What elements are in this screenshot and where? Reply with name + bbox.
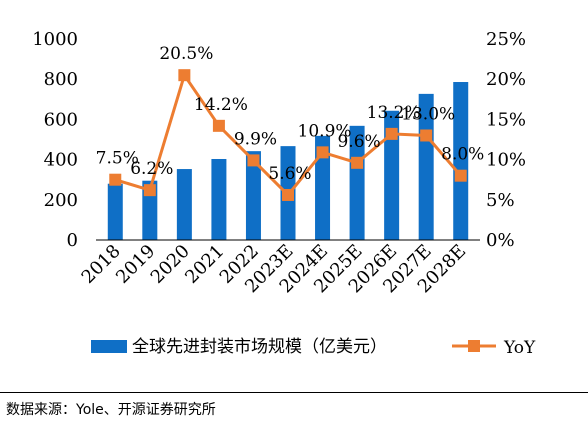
- bar: [384, 110, 400, 240]
- bar: [211, 158, 227, 240]
- right-axis-tick-label: 15%: [486, 109, 526, 130]
- yoy-data-label: 20.5%: [159, 44, 213, 64]
- yoy-marker: [385, 127, 398, 140]
- left-axis-tick-label: 800: [44, 69, 78, 90]
- bar: [315, 135, 331, 240]
- left-axis-tick-label: 200: [44, 190, 78, 211]
- yoy-data-label: 6.2%: [130, 159, 173, 179]
- yoy-marker: [351, 156, 364, 169]
- right-axis-tick-label: 10%: [486, 150, 526, 171]
- line-series: [109, 69, 467, 201]
- source-note: 数据来源：Yole、开源证券研究所: [6, 402, 216, 418]
- yoy-data-label: 14.2%: [194, 95, 248, 115]
- left-axis-tick-label: 600: [44, 109, 78, 130]
- chart: 0 200 400 600 800 1000 0% 5% 10% 15% 20% 25% 7.5%6…: [32, 29, 536, 358]
- left-axis-tick-label: 0: [67, 230, 78, 251]
- x-axis-tick-label: 2019: [112, 241, 159, 288]
- x-axis-tick-label: 2020: [147, 241, 194, 288]
- yoy-marker: [247, 154, 260, 167]
- bar: [245, 151, 261, 240]
- yoy-marker: [109, 173, 122, 186]
- yoy-marker: [143, 184, 156, 197]
- right-axis-tick-label: 0%: [486, 230, 515, 251]
- yoy-marker: [316, 146, 329, 159]
- x-axis-tick-label: 2018: [78, 241, 125, 288]
- legend: 全球先进封装市场规模（亿美元） YoY: [91, 337, 536, 358]
- right-axis: 0% 5% 10% 15% 20% 25%: [486, 29, 526, 251]
- bar: [176, 169, 192, 240]
- legend-line-label: YoY: [503, 338, 536, 358]
- right-axis-tick-label: 25%: [486, 29, 526, 50]
- x-axis-tick-labels: 201820192020202120222023E2024E2025E2026E…: [78, 241, 471, 298]
- left-axis-tick-label: 400: [44, 150, 78, 171]
- legend-line-marker: [468, 340, 480, 352]
- yoy-data-label: 9.6%: [337, 132, 380, 152]
- yoy-marker: [282, 188, 294, 201]
- right-axis-tick-label: 20%: [486, 69, 526, 90]
- bar: [453, 82, 469, 240]
- bar-series: [107, 82, 469, 240]
- yoy-data-label: 13.0%: [401, 104, 455, 124]
- yoy-marker: [212, 119, 225, 132]
- yoy-marker: [420, 129, 433, 142]
- yoy-data-label: 13.2%: [367, 103, 421, 123]
- yoy-data-label: 10.9%: [298, 121, 352, 141]
- yoy-data-label: 7.5%: [96, 149, 139, 169]
- x-axis-tick-label: 2021: [181, 241, 228, 288]
- yoy-marker: [454, 169, 467, 182]
- yoy-data-label: 9.9%: [234, 129, 277, 149]
- left-axis-tick-label: 1000: [32, 29, 78, 50]
- yoy-marker: [178, 69, 191, 82]
- right-axis-tick-label: 5%: [486, 190, 515, 211]
- source-divider: [0, 392, 588, 393]
- yoy-data-label: 8.0%: [441, 145, 484, 165]
- legend-bar-swatch: [91, 340, 127, 353]
- legend-bar-label: 全球先进封装市场规模（亿美元）: [132, 337, 387, 357]
- data-labels: 7.5%6.2% 20.5% 14.2% 9.9% 5.6% 10.9%9.6% 13.2%…: [96, 44, 485, 184]
- yoy-data-label: 5.6%: [268, 164, 311, 184]
- left-axis: 0 200 400 600 800 1000: [32, 29, 78, 251]
- bar: [107, 183, 123, 240]
- bar: [349, 125, 365, 240]
